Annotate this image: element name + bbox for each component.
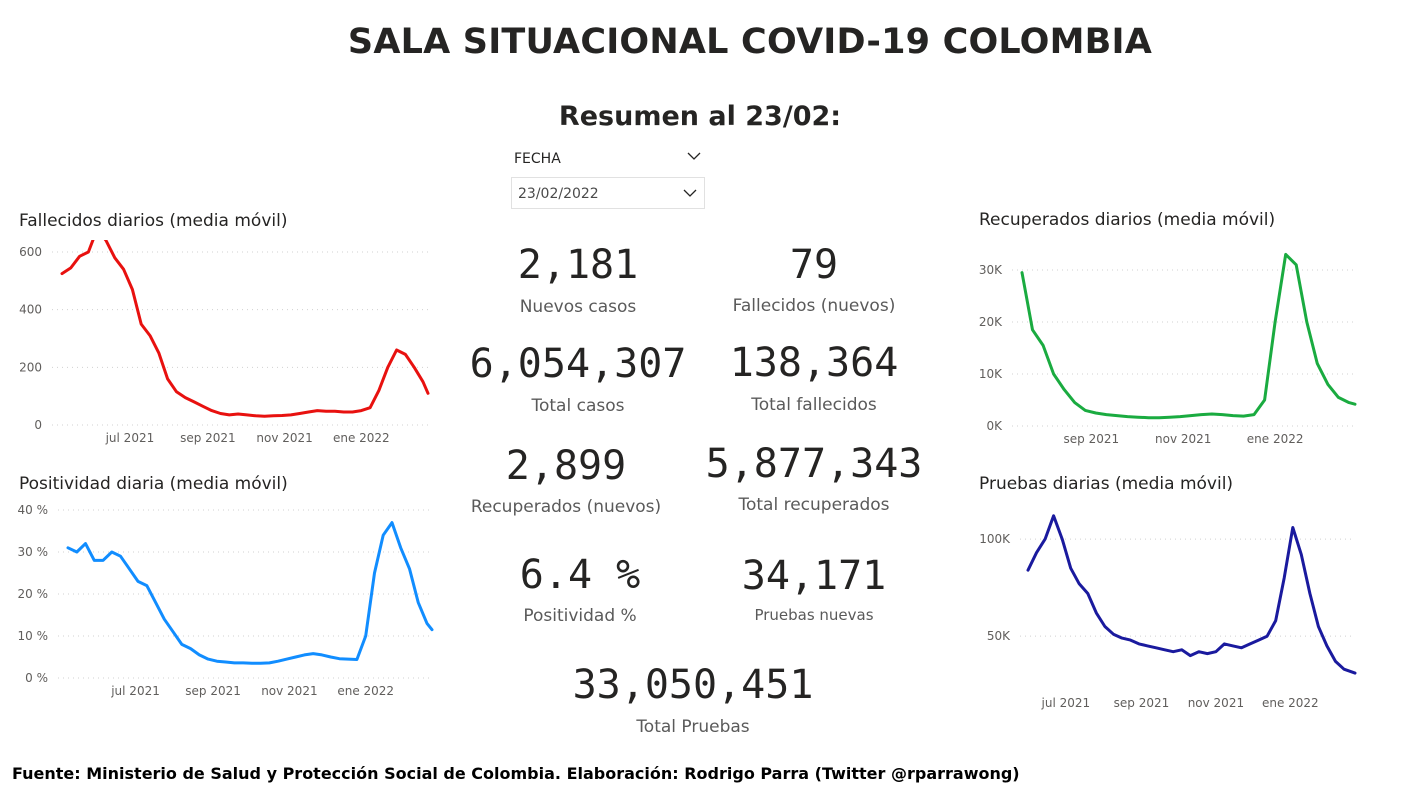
kpi-total-fallecidos-label: Total fallecidos [751, 395, 877, 415]
kpi-pruebas-nuevas-value: 34,171 [741, 553, 887, 599]
y-tick-label: 20 % [18, 587, 49, 601]
x-tick-label: ene 2022 [333, 431, 390, 445]
date-dropdown[interactable]: 23/02/2022 [511, 177, 705, 209]
x-tick-label: sep 2021 [1114, 696, 1170, 710]
kpi-total-pruebas-value: 33,050,451 [572, 662, 814, 708]
chart-positividad: 0 % 10 % 20 % 30 % 40 % jul 2021 sep 2021 nov 2… [18, 503, 434, 698]
kpi-total-casos-label: Total casos [531, 396, 625, 416]
chevron-down-icon[interactable] [686, 148, 702, 164]
kpi-fallecidos-nuevos-value: 79 [789, 242, 839, 288]
y-tick-label: 200 [19, 360, 42, 374]
kpi-fallecidos-nuevos-label: Fallecidos (nuevos) [732, 296, 896, 316]
chart-pruebas: 50K 100K jul 2021 sep 2021 nov 2021 ene 2022 [979, 514, 1357, 710]
x-tick-label: jul 2021 [110, 684, 160, 698]
x-tick-label: ene 2022 [1262, 696, 1319, 710]
kpi-total-pruebas-label: Total Pruebas [636, 717, 750, 737]
y-tick-label: 50K [987, 629, 1011, 643]
chevron-down-icon [683, 189, 697, 197]
kpi-pruebas-nuevas-label: Pruebas nuevas [754, 606, 874, 624]
y-tick-label: 30 % [18, 545, 49, 559]
x-tick-label: sep 2021 [1064, 432, 1120, 446]
x-tick-label: nov 2021 [1155, 432, 1211, 446]
x-tick-label: jul 2021 [1041, 696, 1091, 710]
slicer-label: FECHA [514, 151, 561, 167]
y-tick-label: 30K [979, 263, 1003, 277]
chart-fallecidos: 0 200 400 600 jul 2021 sep 2021 nov 2021 ene 20… [19, 240, 430, 445]
series-line [1020, 252, 1357, 420]
series-line [60, 240, 430, 418]
page-title: SALA SITUACIONAL COVID-19 COLOMBIA [347, 22, 1153, 62]
chart-title-recuperados: Recuperados diarios (media móvil) [979, 210, 1276, 230]
kpi-recuperados-nuevos-value: 2,899 [505, 443, 627, 489]
y-tick-label: 20K [979, 315, 1003, 329]
date-dropdown-value: 23/02/2022 [518, 186, 599, 202]
kpi-positividad-label: Positividad % [523, 606, 637, 626]
y-tick-label: 0K [986, 419, 1003, 433]
y-tick-label: 10 % [18, 629, 49, 643]
x-tick-label: nov 2021 [1188, 696, 1244, 710]
kpi-total-recuperados-label: Total recuperados [738, 495, 890, 515]
summary-subtitle: Resumen al 23/02: [558, 101, 842, 132]
y-tick-label: 40 % [18, 503, 49, 517]
x-tick-label: sep 2021 [180, 431, 236, 445]
kpi-nuevos-casos-label: Nuevos casos [519, 297, 637, 317]
chart-title-pruebas: Pruebas diarias (media móvil) [979, 474, 1234, 494]
x-tick-label: ene 2022 [1247, 432, 1304, 446]
x-tick-label: jul 2021 [105, 431, 155, 445]
kpi-positividad-value: 6.4 % [519, 552, 641, 598]
x-tick-label: ene 2022 [337, 684, 394, 698]
y-tick-label: 100K [979, 532, 1011, 546]
x-tick-label: nov 2021 [256, 431, 312, 445]
y-tick-label: 400 [19, 303, 42, 317]
kpi-nuevos-casos-value: 2,181 [517, 242, 639, 288]
chart-title-fallecidos: Fallecidos diarios (media móvil) [19, 211, 288, 231]
kpi-total-fallecidos-value: 138,364 [729, 340, 899, 386]
y-tick-label: 0 % [25, 671, 48, 685]
x-tick-label: sep 2021 [185, 684, 241, 698]
source-footer: Fuente: Ministerio de Salud y Protección… [12, 764, 1020, 783]
y-tick-label: 10K [979, 367, 1003, 381]
chart-recuperados: 0K 10K 20K 30K sep 2021 nov 2021 ene 2022 [979, 252, 1357, 446]
x-tick-label: nov 2021 [261, 684, 317, 698]
chart-title-positividad: Positividad diaria (media móvil) [19, 474, 288, 494]
kpi-total-recuperados-value: 5,877,343 [705, 441, 923, 487]
series-line [1026, 514, 1357, 675]
y-tick-label: 0 [34, 418, 42, 432]
series-line [66, 521, 434, 665]
kpi-total-casos-value: 6,054,307 [469, 341, 687, 387]
y-tick-label: 600 [19, 245, 42, 259]
kpi-recuperados-nuevos-label: Recuperados (nuevos) [470, 497, 662, 517]
